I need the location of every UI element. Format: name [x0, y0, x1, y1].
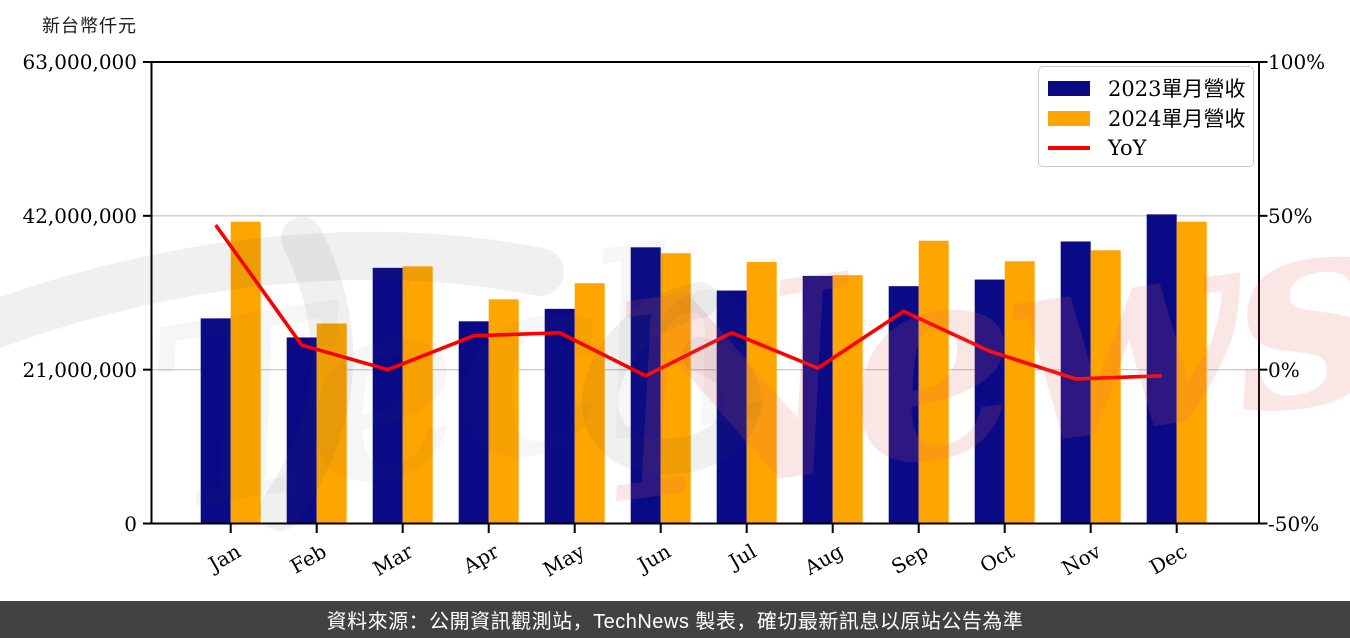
bar-2023-Jul: [716, 290, 747, 524]
bar-2023-Nov: [1060, 241, 1091, 524]
y-left-label-3: 63,000,000: [22, 50, 137, 74]
bar-2023-Feb: [286, 337, 317, 524]
y-left-label-1: 21,000,000: [22, 357, 137, 382]
y-right-label-2: 50%: [1268, 203, 1313, 228]
bar-2024-Dec: [1176, 221, 1207, 524]
yoy-line: [214, 224, 1162, 381]
bar-2024-Jul: [746, 261, 777, 524]
bar-2024-May: [574, 283, 605, 524]
legend-swatch-2024-icon: [1048, 110, 1090, 126]
y-right-label-3: 100%: [1268, 50, 1326, 74]
bar-2023-Jun: [630, 247, 661, 524]
bar-2023-Jan: [200, 318, 231, 524]
legend: 2023單月營收 2024單月營收 YoY: [1038, 66, 1254, 167]
y-left-label-2: 42,000,000: [22, 203, 137, 228]
y-left-label-0: 0: [124, 511, 137, 536]
legend-label-yoy: YoY: [1108, 136, 1147, 160]
bar-2024-Jun: [660, 253, 691, 524]
source-footer-text: 資料來源：公開資訊觀測站，TechNews 製表，確切最新訊息以原站公告為準: [326, 611, 1024, 633]
legend-item-2024: 2024單月營收: [1048, 103, 1253, 133]
legend-swatch-2023-icon: [1048, 80, 1090, 96]
y-axis-unit-label: 新台幣仟元: [42, 16, 137, 37]
bar-2023-Apr: [458, 321, 489, 524]
bar-2024-Aug: [832, 275, 863, 524]
bar-2024-Mar: [402, 266, 433, 524]
bar-2024-Nov: [1090, 250, 1121, 524]
source-footer: 資料來源：公開資訊觀測站，TechNews 製表，確切最新訊息以原站公告為準: [0, 601, 1350, 638]
legend-item-2023: 2023單月營收: [1048, 73, 1253, 103]
bar-2023-Mar: [372, 267, 403, 524]
legend-label-2023: 2023單月營收: [1108, 77, 1246, 101]
bar-2024-Oct: [1004, 261, 1035, 524]
y-right-label-1: 0%: [1268, 357, 1300, 382]
y-right-label-0: -50%: [1268, 511, 1320, 536]
bar-2023-May: [544, 308, 575, 524]
legend-line-yoy-icon: [1048, 146, 1090, 150]
bar-2023-Oct: [974, 279, 1005, 524]
bar-2024-Jan: [230, 221, 261, 524]
bar-2023-Sep: [888, 286, 919, 524]
legend-label-2024: 2024單月營收: [1108, 107, 1246, 131]
bar-2024-Sep: [918, 240, 949, 524]
bar-2023-Aug: [802, 275, 833, 524]
legend-item-yoy: YoY: [1048, 133, 1253, 163]
plot-frame: [150, 61, 1260, 525]
bar-2023-Dec: [1146, 214, 1177, 524]
